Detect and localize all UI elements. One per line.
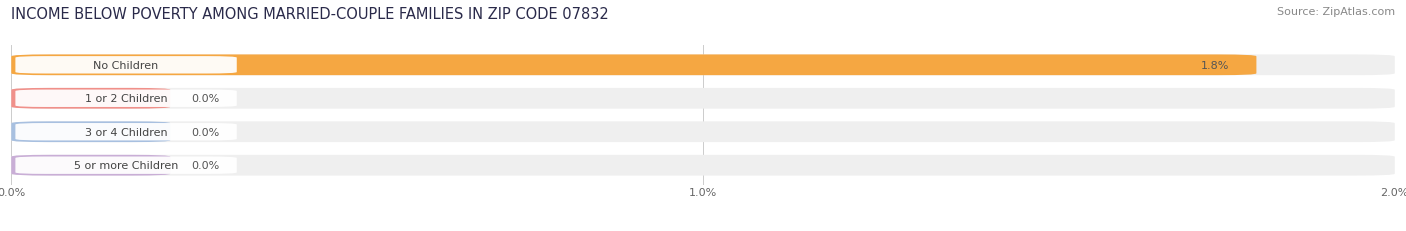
Text: 1 or 2 Children: 1 or 2 Children [84,94,167,104]
FancyBboxPatch shape [11,155,170,176]
FancyBboxPatch shape [11,155,1395,176]
FancyBboxPatch shape [11,122,170,143]
Text: 0.0%: 0.0% [191,94,219,104]
Text: INCOME BELOW POVERTY AMONG MARRIED-COUPLE FAMILIES IN ZIP CODE 07832: INCOME BELOW POVERTY AMONG MARRIED-COUPL… [11,7,609,22]
Text: 3 or 4 Children: 3 or 4 Children [84,127,167,137]
FancyBboxPatch shape [11,55,1257,76]
Text: Source: ZipAtlas.com: Source: ZipAtlas.com [1277,7,1395,17]
FancyBboxPatch shape [11,88,170,109]
FancyBboxPatch shape [15,124,236,141]
FancyBboxPatch shape [15,57,236,74]
FancyBboxPatch shape [15,157,236,174]
Text: 5 or more Children: 5 or more Children [75,161,179,170]
FancyBboxPatch shape [11,122,1395,143]
FancyBboxPatch shape [11,55,1395,76]
Text: 0.0%: 0.0% [191,161,219,170]
Text: 1.8%: 1.8% [1201,61,1229,70]
Text: No Children: No Children [93,61,159,70]
FancyBboxPatch shape [11,88,1395,109]
Text: 0.0%: 0.0% [191,127,219,137]
FancyBboxPatch shape [15,90,236,107]
